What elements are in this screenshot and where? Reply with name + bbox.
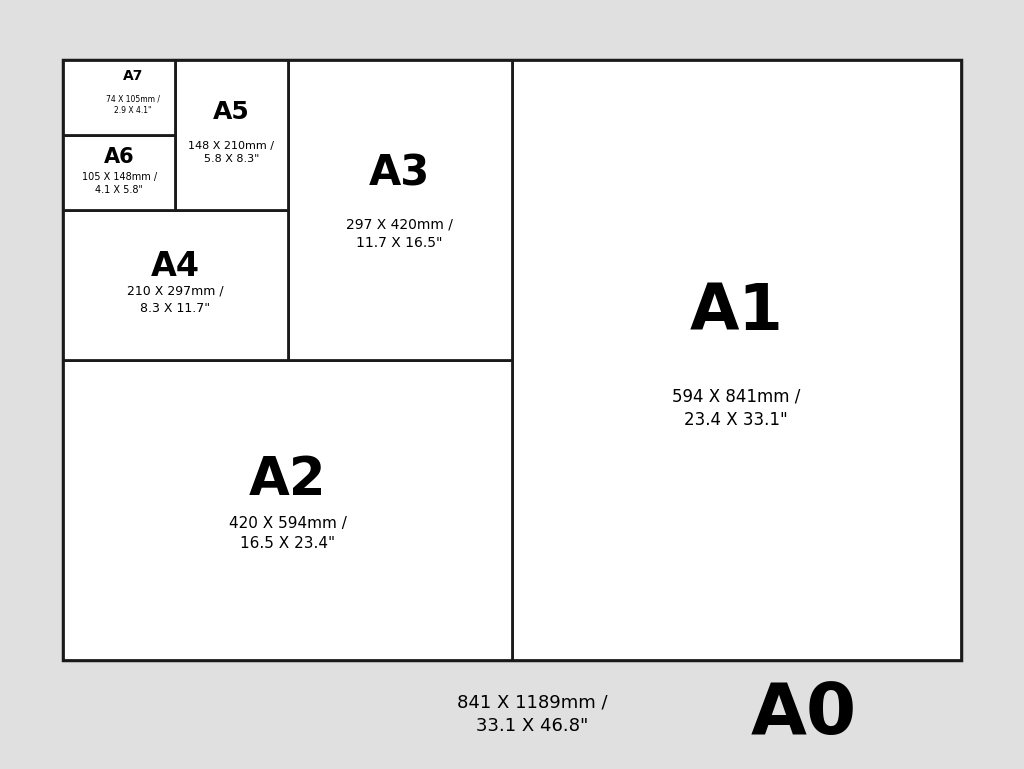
Text: 841 X 1189mm /
33.1 X 46.8": 841 X 1189mm / 33.1 X 46.8" [457,694,608,735]
Text: A5: A5 [213,101,250,125]
Text: A3: A3 [369,153,430,195]
Text: A1: A1 [689,281,783,343]
Bar [63,60,175,135]
Text: 148 X 210mm /
5.8 X 8.3": 148 X 210mm / 5.8 X 8.3" [188,141,274,165]
Text: 420 X 594mm /
16.5 X 23.4": 420 X 594mm / 16.5 X 23.4" [228,516,346,551]
Text: 105 X 148mm /
4.1 X 5.8": 105 X 148mm / 4.1 X 5.8" [82,172,157,195]
Bar [63,210,288,360]
Text: A7: A7 [123,69,143,84]
Text: A2: A2 [249,454,327,506]
Text: A4: A4 [151,250,200,283]
Text: 74 X 105mm /
2.9 X 4.1": 74 X 105mm / 2.9 X 4.1" [105,95,160,115]
Text: A0: A0 [751,680,857,749]
Bar [512,60,961,660]
Text: 297 X 420mm /
11.7 X 16.5": 297 X 420mm / 11.7 X 16.5" [346,218,453,250]
Bar [63,360,512,660]
Bar [63,60,961,660]
Text: 594 X 841mm /
23.4 X 33.1": 594 X 841mm / 23.4 X 33.1" [672,387,800,428]
Bar [175,60,288,210]
Bar [63,135,175,210]
Bar [288,60,512,360]
Text: 210 X 297mm /
8.3 X 11.7": 210 X 297mm / 8.3 X 11.7" [127,285,224,315]
Text: A6: A6 [104,148,134,168]
